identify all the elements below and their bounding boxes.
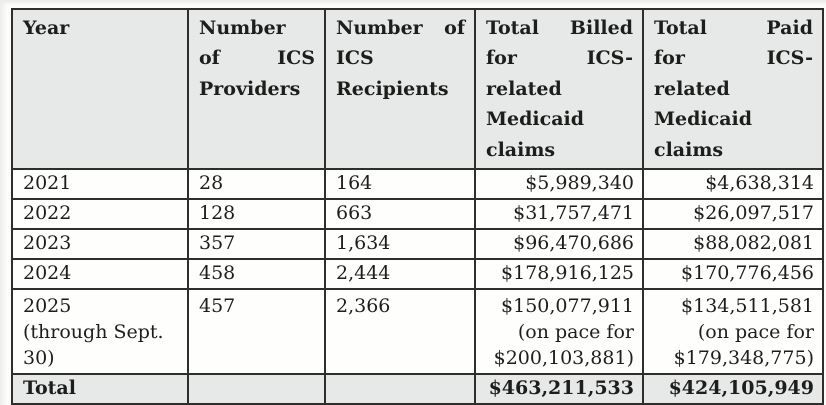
table-row: 2021 28 164 $5,989,340 $4,638,314 [11, 168, 824, 200]
table-row: 2024 458 2,444 $178,916,125 $170,776,456 [11, 257, 824, 290]
recipients-cell: 2,444 [324, 257, 476, 290]
year-cell: 2024 [11, 257, 189, 290]
providers-cell: 458 [187, 257, 326, 290]
recipients-cell: 2,366 [324, 287, 476, 376]
table-row: 2023 357 1,634 $96,470,686 $88,082,081 [11, 227, 824, 260]
paid-cell: $26,097,517 [642, 197, 824, 230]
paid-cell: $4,638,314 [642, 168, 824, 200]
header-total-paid: Total Paid for ICS- related Medicaid cla… [642, 8, 824, 170]
providers-cell: 128 [187, 197, 326, 230]
header-number-of-ics-providers: Number of ICS Providers [187, 8, 326, 170]
table-header: Year Number of ICS Providers Number of I… [11, 8, 824, 170]
year-cell: 2023 [11, 227, 189, 260]
billed-cell: $31,757,471 [474, 197, 644, 230]
header-row: Year Number of ICS Providers Number of I… [11, 8, 824, 170]
paid-cell: $170,776,456 [642, 257, 824, 290]
year-cell: 2025 (through Sept. 30) [11, 287, 189, 376]
recipients-cell: 1,634 [324, 227, 476, 260]
providers-cell: 457 [187, 287, 326, 376]
total-paid-cell: $424,105,949 [642, 373, 824, 405]
paid-cell: $134,511,581 (on pace for $179,348,775) [642, 287, 824, 376]
year-cell: 2022 [11, 197, 189, 230]
providers-cell: 357 [187, 227, 326, 260]
paid-cell: $88,082,081 [642, 227, 824, 260]
recipients-cell: 164 [324, 168, 476, 200]
billed-cell: $96,470,686 [474, 227, 644, 260]
total-recipients-cell [324, 373, 476, 405]
header-number-of-ics-recipients: Number of ICS Recipients [324, 8, 476, 170]
billed-cell: $5,989,340 [474, 168, 644, 200]
total-billed-cell: $463,211,533 [474, 373, 644, 405]
header-year: Year [11, 8, 189, 170]
billed-cell: $178,916,125 [474, 257, 644, 290]
providers-cell: 28 [187, 168, 326, 200]
ics-medicaid-claims-table: Year Number of ICS Providers Number of I… [11, 8, 824, 405]
total-label-cell: Total [11, 373, 189, 405]
total-row: Total $463,211,533 $424,105,949 [11, 373, 824, 405]
total-providers-cell [187, 373, 326, 405]
billed-cell: $150,077,911 (on pace for $200,103,881) [474, 287, 644, 376]
table-row: 2025 (through Sept. 30) 457 2,366 $150,0… [11, 287, 824, 376]
table-body: 2021 28 164 $5,989,340 $4,638,314 2022 1… [11, 168, 824, 405]
recipients-cell: 663 [324, 197, 476, 230]
header-total-billed: Total Billed for ICS- related Medicaid c… [474, 8, 644, 170]
table-row: 2022 128 663 $31,757,471 $26,097,517 [11, 197, 824, 230]
year-cell: 2021 [11, 168, 189, 200]
